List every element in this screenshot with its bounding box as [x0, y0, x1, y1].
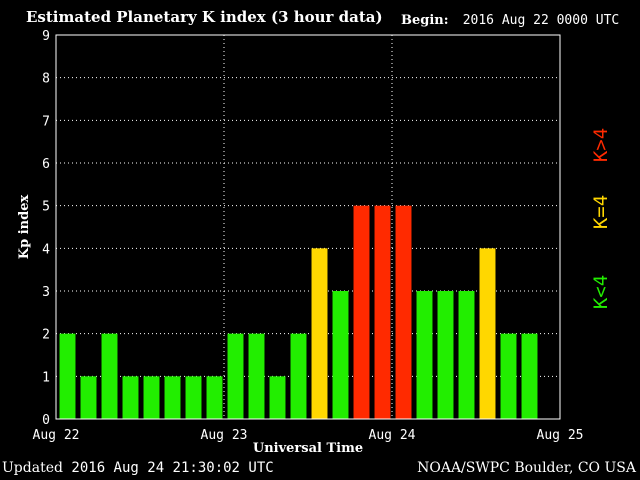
kp-bar — [395, 205, 412, 419]
y-tick-label: 3 — [42, 285, 50, 300]
legend-entry: K<4 — [590, 275, 612, 309]
kp-bar — [374, 205, 391, 419]
y-axis-label: Kp index — [17, 195, 32, 260]
grid-lines — [56, 35, 560, 419]
y-tick-label: 7 — [42, 114, 50, 129]
kp-bar — [500, 333, 517, 419]
kp-bar — [290, 333, 307, 419]
y-tick-label: 4 — [42, 242, 50, 257]
y-tick-label: 5 — [42, 200, 50, 215]
x-axis-label: Universal Time — [253, 441, 363, 456]
kp-bar — [311, 248, 328, 419]
updated-info: Updated 2016 Aug 24 21:30:02 UTC — [2, 460, 274, 476]
kp-bar — [122, 376, 139, 419]
y-tick-label: 1 — [42, 370, 50, 385]
credit-text: NOAA/SWPC Boulder, CO USA — [417, 460, 636, 476]
kp-bar — [164, 376, 181, 419]
x-tick-label: Aug 23 — [201, 428, 248, 443]
kp-bar — [269, 376, 286, 419]
kp-bar — [59, 333, 76, 419]
kp-bar — [437, 291, 454, 419]
y-tick-label: 6 — [42, 157, 50, 172]
x-tick-labels: Aug 22 Aug 23 Aug 24 Aug 25 — [33, 428, 584, 443]
bars — [59, 205, 538, 419]
legend-entry: K>4 — [590, 128, 612, 162]
updated-label: Updated — [2, 460, 63, 476]
x-tick-label: Aug 22 — [33, 428, 80, 443]
begin-value: 2016 Aug 22 0000 UTC — [462, 13, 620, 28]
y-tick-label: 8 — [42, 72, 50, 87]
plot-frame — [55, 34, 561, 420]
kp-bar — [416, 291, 433, 419]
chart-title: Estimated Planetary K index (3 hour data… — [26, 8, 383, 26]
begin-label: Begin: — [401, 13, 449, 28]
kp-bar — [101, 333, 118, 419]
x-tick-label: Aug 25 — [537, 428, 584, 443]
updated-value: 2016 Aug 24 21:30:02 UTC — [71, 460, 274, 476]
kp-bar — [521, 333, 538, 419]
kp-bar — [479, 248, 496, 419]
kp-bar — [458, 291, 475, 419]
kp-bar — [143, 376, 160, 419]
kp-bar — [227, 333, 244, 419]
x-tick-label: Aug 24 — [369, 428, 416, 443]
kp-bar — [80, 376, 97, 419]
legend: K<4 K=4 K>4 — [590, 128, 612, 309]
kp-bar — [353, 205, 370, 419]
begin-info: Begin: 2016 Aug 22 0000 UTC — [401, 13, 619, 28]
y-tick-label: 9 — [42, 29, 50, 44]
y-tick-label: 0 — [42, 413, 50, 428]
kp-bar — [332, 291, 349, 419]
kp-bar — [185, 376, 202, 419]
kp-bar — [248, 333, 265, 419]
y-tick-labels: 0 1 2 3 4 5 6 7 8 9 — [42, 29, 50, 428]
kp-bar — [206, 376, 223, 419]
legend-entry: K=4 — [590, 195, 612, 229]
y-tick-label: 2 — [42, 328, 50, 343]
